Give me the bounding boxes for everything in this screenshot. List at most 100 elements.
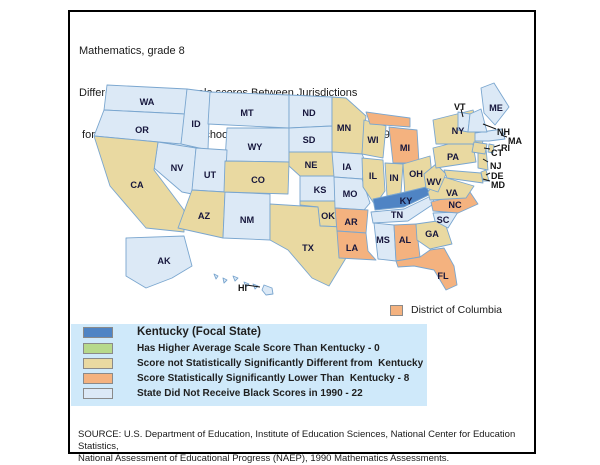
dc-note: District of Columbia bbox=[390, 304, 502, 316]
legend-swatch-focal bbox=[83, 326, 113, 338]
legend-label-higher: Has Higher Average Scale Score Than Kent… bbox=[137, 342, 380, 354]
legend-row-focal: Kentucky (Focal State) bbox=[83, 324, 427, 340]
source-line1: SOURCE: U.S. Department of Education, In… bbox=[78, 429, 516, 452]
state-label-ky: KY bbox=[400, 196, 413, 206]
legend-label-lower: Score Statistically Significantly Lower … bbox=[137, 372, 410, 384]
state-label-az: AZ bbox=[198, 211, 211, 221]
state-label-va: VA bbox=[446, 188, 458, 198]
legend-row-not_different: Score not Statistically Significantly Di… bbox=[83, 356, 427, 370]
state-label-ny: NY bbox=[452, 126, 465, 136]
state-label-nd: ND bbox=[302, 108, 316, 118]
state-label-ks: KS bbox=[314, 185, 327, 195]
state-la[interactable] bbox=[336, 230, 377, 261]
state-label-co: CO bbox=[251, 175, 265, 185]
leader-line-hi bbox=[245, 284, 261, 288]
leader-line-de bbox=[485, 172, 491, 176]
state-label-sc: SC bbox=[437, 215, 450, 225]
legend-row-no_scores: State Did Not Receive Black Scores in 19… bbox=[83, 386, 427, 400]
state-label-ms: MS bbox=[376, 235, 390, 245]
state-fl[interactable] bbox=[395, 247, 458, 291]
state-me[interactable] bbox=[480, 82, 510, 126]
legend-row-higher: Has Higher Average Scale Score Than Kent… bbox=[83, 341, 427, 355]
state-label-ut: UT bbox=[204, 170, 217, 180]
leader-line-vt bbox=[460, 108, 464, 118]
state-label-ak: AK bbox=[157, 256, 171, 266]
state-label-ne: NE bbox=[305, 160, 318, 170]
state-label-mt: MT bbox=[240, 108, 254, 118]
state-label-nh: NH bbox=[497, 127, 510, 137]
legend-swatch-higher bbox=[83, 342, 113, 354]
leader-line-nh bbox=[482, 123, 497, 130]
state-label-pa: PA bbox=[447, 152, 459, 162]
legend-row-lower: Score Statistically Significantly Lower … bbox=[83, 371, 427, 385]
state-hi[interactable] bbox=[261, 284, 274, 296]
state-label-la: LA bbox=[346, 243, 359, 253]
state-md[interactable] bbox=[443, 169, 484, 184]
legend-label-not_different: Score not Statistically Significantly Di… bbox=[137, 357, 424, 369]
state-mo[interactable] bbox=[333, 176, 371, 211]
state-label-ok: OK bbox=[321, 211, 335, 221]
state-label-nj: NJ bbox=[490, 161, 502, 171]
legend-swatch-no_scores bbox=[83, 387, 113, 399]
state-label-ca: CA bbox=[130, 180, 144, 190]
state-nh[interactable] bbox=[467, 108, 488, 133]
state-label-in: IN bbox=[389, 173, 399, 183]
title-line1: Mathematics, grade 8 bbox=[79, 45, 185, 57]
state-label-ga: GA bbox=[425, 229, 439, 239]
legend-label-no_scores: State Did Not Receive Black Scores in 19… bbox=[137, 387, 363, 399]
state-hi[interactable] bbox=[232, 275, 239, 282]
state-tx[interactable] bbox=[269, 203, 347, 287]
dc-label: District of Columbia bbox=[411, 304, 503, 316]
state-label-ar: AR bbox=[344, 217, 358, 227]
state-label-fl: FL bbox=[437, 271, 449, 281]
state-ct[interactable] bbox=[471, 141, 488, 155]
leader-line-ct bbox=[483, 147, 491, 150]
state-label-md: MD bbox=[491, 180, 505, 190]
state-label-hi: HI bbox=[238, 283, 247, 293]
state-label-mo: MO bbox=[343, 189, 358, 199]
dc-color-swatch bbox=[390, 304, 403, 316]
state-label-nv: NV bbox=[171, 163, 185, 173]
state-label-nm: NM bbox=[240, 215, 255, 225]
state-wv[interactable] bbox=[423, 163, 447, 193]
state-label-ct: CT bbox=[491, 148, 503, 158]
us-choropleth-map: WA OR ID MT WY NV UT CA AZ NM CO ND SD NE KS OK TX MN IA MO… bbox=[93, 82, 522, 296]
state-label-tn: TN bbox=[391, 210, 404, 220]
state-hi[interactable] bbox=[222, 277, 228, 284]
legend: Kentucky (Focal State) Has Higher Average… bbox=[71, 324, 427, 406]
state-label-al: AL bbox=[399, 235, 412, 245]
leader-line-md bbox=[482, 178, 491, 182]
leader-line-ma bbox=[500, 134, 508, 138]
state-label-sd: SD bbox=[303, 135, 316, 145]
leader-line-ri bbox=[493, 144, 501, 148]
state-ak[interactable] bbox=[125, 235, 193, 289]
state-label-ma: MA bbox=[508, 136, 522, 146]
state-label-me: ME bbox=[489, 103, 503, 113]
leader-line-nj bbox=[482, 158, 489, 163]
state-label-wa: WA bbox=[140, 97, 155, 107]
state-label-mi: MI bbox=[400, 143, 410, 153]
legend-swatch-lower bbox=[83, 372, 113, 384]
state-label-tx: TX bbox=[302, 243, 315, 253]
legend-label-focal: Kentucky (Focal State) bbox=[137, 326, 261, 338]
state-label-or: OR bbox=[135, 125, 149, 135]
state-label-ri: RI bbox=[501, 143, 510, 153]
state-co[interactable] bbox=[223, 160, 290, 195]
state-ri[interactable] bbox=[487, 143, 495, 154]
state-label-oh: OH bbox=[409, 169, 423, 179]
state-label-wy: WY bbox=[248, 142, 263, 152]
state-label-il: IL bbox=[369, 171, 378, 181]
source-line2: National Assessment of Educational Progr… bbox=[78, 453, 450, 464]
state-label-wv: WV bbox=[427, 177, 443, 187]
state-mi[interactable] bbox=[365, 111, 411, 128]
legend-swatch-not_different bbox=[83, 357, 113, 369]
state-label-de: DE bbox=[491, 171, 504, 181]
state-label-id: ID bbox=[191, 119, 201, 129]
state-label-wi: WI bbox=[367, 135, 378, 145]
figure-frame: Mathematics, grade 8 Difference in Avera… bbox=[68, 10, 536, 464]
source-note: SOURCE: U.S. Department of Education, In… bbox=[78, 429, 533, 465]
state-hi[interactable] bbox=[213, 273, 219, 280]
state-label-vt: VT bbox=[454, 102, 466, 112]
state-label-nc: NC bbox=[448, 200, 462, 210]
